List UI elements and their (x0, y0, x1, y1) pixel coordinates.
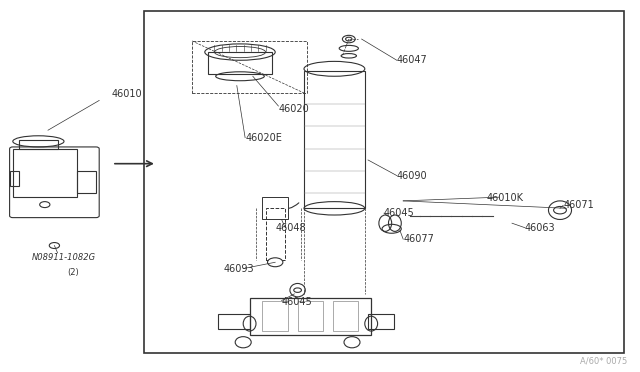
Bar (262, 301, 288, 331)
Bar (19, 140, 58, 149)
Text: 46090: 46090 (397, 170, 428, 180)
Circle shape (294, 288, 301, 292)
Text: 46077: 46077 (403, 234, 434, 244)
Bar (144, 11, 624, 353)
Bar (10, 171, 19, 186)
Text: 46047: 46047 (397, 55, 428, 65)
Bar (298, 301, 323, 331)
Circle shape (49, 243, 60, 248)
Circle shape (342, 35, 355, 43)
Bar (304, 71, 365, 208)
Bar (250, 298, 371, 335)
Text: 46010K: 46010K (486, 193, 524, 203)
Text: 46045: 46045 (384, 208, 415, 218)
FancyArrowPatch shape (278, 203, 299, 209)
Text: 46093: 46093 (224, 263, 255, 273)
Text: A/60* 0075: A/60* 0075 (580, 357, 627, 366)
Text: 46063: 46063 (525, 222, 556, 232)
Bar (208, 52, 272, 74)
Bar (77, 171, 96, 193)
Text: 46020E: 46020E (245, 133, 282, 143)
Circle shape (554, 206, 566, 214)
Bar (262, 197, 288, 219)
Bar (368, 314, 394, 329)
Bar (218, 314, 250, 329)
Text: 46071: 46071 (563, 200, 594, 210)
Text: N08911-1082G: N08911-1082G (32, 253, 96, 262)
Text: 46010: 46010 (112, 89, 143, 99)
Bar (13, 149, 77, 197)
Bar (192, 41, 307, 93)
Circle shape (268, 258, 283, 267)
Circle shape (40, 202, 50, 208)
Text: 46048: 46048 (275, 222, 306, 232)
Text: 46020: 46020 (278, 103, 309, 113)
Bar (266, 208, 285, 260)
Text: 46045: 46045 (282, 297, 312, 307)
Text: (2): (2) (68, 268, 79, 277)
Bar (333, 301, 358, 331)
